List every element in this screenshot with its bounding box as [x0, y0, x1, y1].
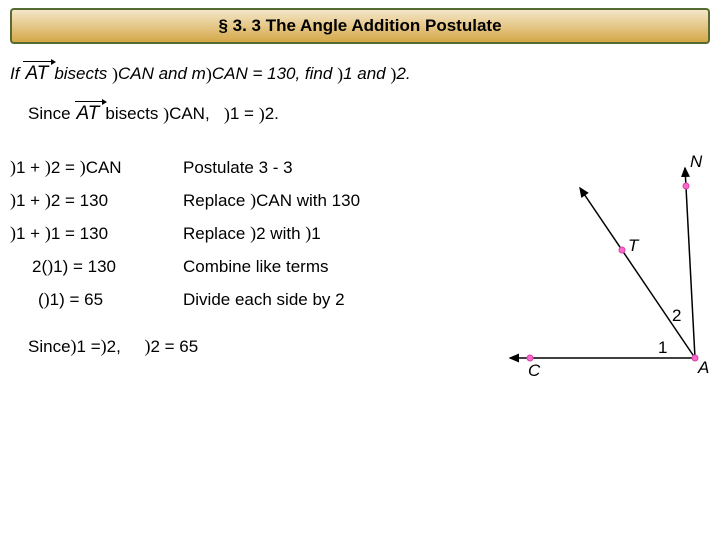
since-line: Since AT bisects ) CAN, ) 1 = ) 2.: [28, 103, 710, 125]
can-3: CAN,: [169, 104, 210, 124]
eq-reason: Divide each side by 2: [183, 290, 345, 310]
eq-reason: Postulate 3 - 3: [183, 158, 293, 178]
ray-at-icon: AT: [73, 103, 104, 125]
eq-text: 1 +: [16, 224, 45, 243]
eq-reason: 1: [311, 224, 320, 243]
eq-text: 1) = 65: [50, 290, 103, 309]
eq-reason: Replace: [183, 191, 250, 210]
bisects-1: bisects: [54, 64, 107, 84]
eq-text: 1) = 130: [53, 257, 116, 276]
since-final: Since: [28, 337, 71, 357]
eq-text: 2 = 130: [51, 191, 108, 210]
two-final: 2,: [107, 337, 121, 357]
angle-2-label: 2: [672, 306, 681, 326]
since-text: Since: [28, 104, 71, 124]
eq-reason: 2 with: [256, 224, 305, 243]
two-1: 2.: [396, 64, 410, 84]
eq-text: 1 +: [16, 158, 45, 177]
if-text: If: [10, 64, 19, 84]
eq-text: 2 =: [51, 158, 80, 177]
can-2: CAN = 130, find: [212, 64, 333, 84]
ans-final: 2 = 65: [150, 337, 198, 357]
one-2: 1 =: [230, 104, 254, 124]
eq-reason: CAN with 130: [256, 191, 360, 210]
eq-text: 1 +: [16, 191, 45, 210]
one-1: 1 and: [343, 64, 386, 84]
eq-reason: Combine like terms: [183, 257, 329, 277]
point-a-label: A: [698, 358, 709, 378]
eq-text: CAN: [86, 158, 122, 177]
angle-diagram: C A N T 1 2: [500, 158, 710, 388]
two-2: 2.: [265, 104, 279, 124]
eq-reason: Replace: [183, 224, 250, 243]
page-title: § 3. 3 The Angle Addition Postulate: [10, 8, 710, 44]
one-final: 1 =: [77, 337, 101, 357]
problem-line-1: If AT bisects ) CAN and m ) CAN = 130, f…: [10, 63, 710, 85]
ray-at-icon: AT: [21, 63, 52, 85]
diagram-svg: [500, 158, 710, 388]
angle-1-label: 1: [658, 338, 667, 358]
eq-text: 2(: [32, 257, 47, 276]
can-1: CAN and m: [118, 64, 206, 84]
point-c-label: C: [528, 361, 540, 381]
bisects-2: bisects: [105, 104, 158, 124]
eq-text: 1 = 130: [51, 224, 108, 243]
point-t-label: T: [628, 236, 638, 256]
point-n-label: N: [690, 152, 702, 172]
